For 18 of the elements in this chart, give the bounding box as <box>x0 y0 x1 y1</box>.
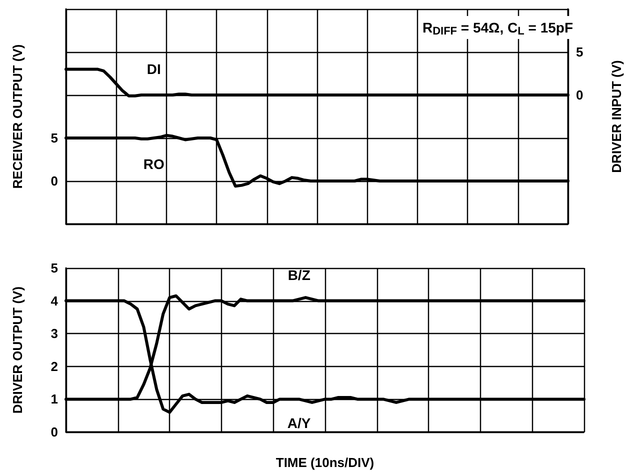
y-tick-label: 4 <box>50 293 59 308</box>
y-tick-label: 0 <box>50 424 58 440</box>
y-tick-label: 5 <box>50 130 58 146</box>
y2-axis-title: DRIVER INPUT (V) <box>609 60 624 173</box>
y-axis-title: DRIVER OUTPUT (V) <box>10 286 25 414</box>
series-label: DI <box>146 61 161 77</box>
series-label: B/Z <box>288 267 311 284</box>
y2-tick-label: 5 <box>576 44 584 60</box>
y-tick-label: 1 <box>50 392 58 407</box>
series-label: RO <box>143 156 164 172</box>
y2-tick-label: 0 <box>576 88 584 102</box>
x-axis-title: TIME (10ns/DIV) <box>276 455 374 470</box>
y-axis-title: RECEIVER OUTPUT (V) <box>10 44 25 189</box>
y-tick-label: 2 <box>50 358 58 374</box>
y-tick-label: 3 <box>50 326 58 342</box>
y-tick-label: 0 <box>50 174 58 188</box>
y-tick-label: 5 <box>50 260 58 276</box>
series-label: A/Y <box>287 415 312 432</box>
